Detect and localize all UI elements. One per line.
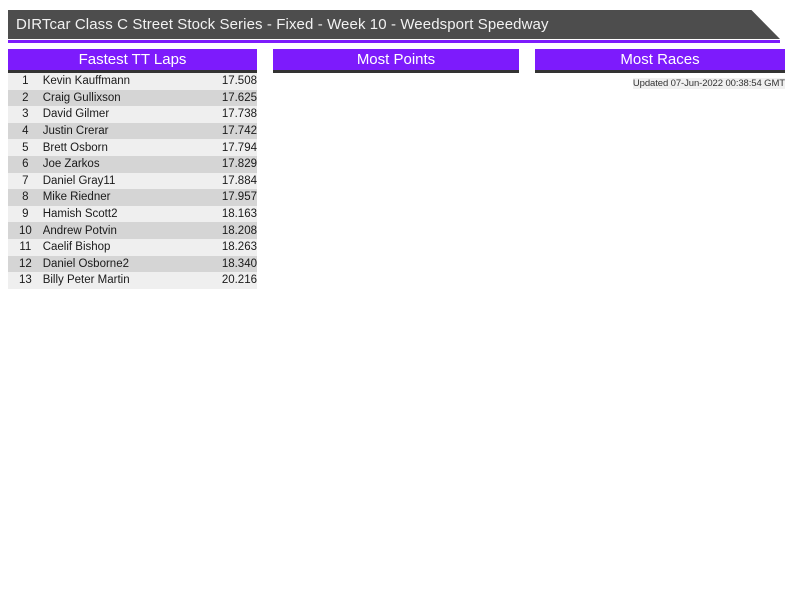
- standings-table-fastest-tt-laps: 1 Kevin Kauffmann 17.508 2 Craig Gullixson 17…: [8, 73, 257, 289]
- cell-driver-name: Andrew Potvin: [42, 224, 117, 237]
- cell-position: 9: [22, 208, 29, 221]
- page-title: DIRTcar Class C Street Stock Series - Fi…: [16, 16, 549, 33]
- cell-driver-name: Joe Zarkos: [42, 158, 100, 171]
- page-banner: DIRTcar Class C Street Stock Series - Fi…: [8, 10, 780, 39]
- cell-value: 17.794: [221, 141, 257, 154]
- cell-driver-name: Daniel Gray11: [42, 174, 116, 187]
- panel-header-fastest-tt-laps: Fastest TT Laps: [8, 49, 257, 73]
- cell-position: 2: [22, 91, 29, 104]
- cell-driver-name: Mike Riedner: [42, 191, 111, 204]
- table-row: 12 Daniel Osborne2 18.340: [8, 255, 257, 273]
- table-row: 1 Kevin Kauffmann 17.508: [8, 73, 257, 90]
- banner-accent-rule: [8, 40, 780, 43]
- table-row: 9 Hamish Scott2 18.163: [8, 205, 257, 223]
- cell-value: 17.625: [221, 91, 257, 104]
- cell-driver-name: Daniel Osborne2: [42, 257, 129, 270]
- table-row: 5 Brett Osborn 17.794: [8, 139, 257, 156]
- cell-position: 6: [22, 158, 29, 171]
- cell-position: 7: [22, 174, 29, 187]
- table-row: 3 David Gilmer 17.738: [8, 106, 257, 123]
- standings-body-fastest-tt-laps: 1 Kevin Kauffmann 17.508 2 Craig Gullixson 17…: [8, 73, 257, 289]
- cell-driver-name: David Gilmer: [42, 108, 110, 121]
- panel-most-points: Most Points: [273, 49, 519, 73]
- cell-driver-name: Caelif Bishop: [42, 241, 111, 254]
- cell-position: 13: [18, 274, 32, 287]
- cell-position: 1: [22, 75, 29, 88]
- cell-driver-name: Hamish Scott2: [42, 208, 118, 221]
- panel-header-most-races: Most Races: [535, 49, 785, 73]
- cell-position: 8: [22, 191, 29, 204]
- cell-value: 18.208: [221, 224, 257, 237]
- cell-value: 18.263: [221, 241, 257, 254]
- panel-most-races: Most Races: [535, 49, 785, 73]
- cell-driver-name: Billy Peter Martin: [42, 274, 130, 287]
- cell-position: 12: [18, 257, 32, 270]
- cell-driver-name: Justin Crerar: [42, 125, 109, 138]
- cell-position: 3: [22, 108, 29, 121]
- table-row: 10 Andrew Potvin 18.208: [8, 222, 257, 239]
- table-row: 11 Caelif Bishop 18.263: [8, 238, 257, 256]
- cell-position: 10: [18, 224, 32, 237]
- cell-driver-name: Brett Osborn: [42, 141, 108, 154]
- cell-value: 17.738: [221, 108, 257, 121]
- cell-value: 17.829: [221, 158, 257, 171]
- table-row: 4 Justin Crerar 17.742: [8, 122, 257, 140]
- cell-value: 17.884: [221, 174, 257, 187]
- cell-value: 20.216: [221, 274, 257, 287]
- panel-header-most-points: Most Points: [273, 49, 519, 73]
- cell-driver-name: Craig Gullixson: [42, 91, 121, 104]
- cell-value: 17.508: [221, 75, 257, 88]
- cell-position: 4: [22, 125, 29, 138]
- table-row: 6 Joe Zarkos 17.829: [8, 155, 257, 173]
- cell-position: 11: [19, 241, 32, 254]
- cell-value: 17.742: [221, 125, 257, 138]
- cell-driver-name: Kevin Kauffmann: [42, 75, 131, 88]
- updated-timestamp: Updated 07-Jun-2022 00:38:54 GMT: [632, 78, 785, 89]
- table-row: 13 Billy Peter Martin 20.216: [8, 272, 257, 289]
- cell-position: 5: [22, 141, 29, 154]
- table-row: 2 Craig Gullixson 17.625: [8, 89, 257, 107]
- table-row: 8 Mike Riedner 17.957: [8, 189, 257, 206]
- cell-value: 17.957: [221, 191, 257, 204]
- cell-value: 18.163: [221, 208, 257, 221]
- banner-shape: [8, 10, 780, 39]
- panel-fastest-tt-laps: Fastest TT Laps 1 Kevin Kauffmann 17.508 2 C…: [8, 49, 257, 289]
- cell-value: 18.340: [221, 257, 257, 270]
- table-row: 7 Daniel Gray11 17.884: [8, 172, 257, 190]
